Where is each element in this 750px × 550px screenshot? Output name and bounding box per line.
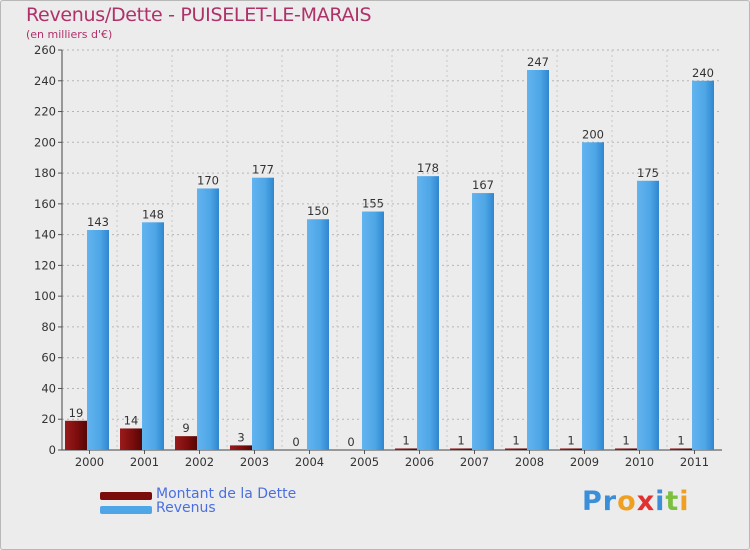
data-label-revenus: 247 [527,55,549,69]
bar-dette [560,448,582,450]
chart-subtitle: (en milliers d'€) [26,28,113,41]
logo-letter: P [582,486,603,517]
x-tick-label: 2003 [240,455,269,469]
logo-letter: x [636,486,656,517]
proxiti-logo: Proxiti [582,486,690,517]
bar-revenus [582,142,604,451]
bar-dette [65,420,87,450]
data-label-revenus: 148 [142,207,164,221]
x-tick-label: 2000 [75,455,104,469]
x-tick-label: 2002 [185,455,214,469]
data-label-revenus: 143 [87,215,109,229]
data-label-dette: 14 [124,413,139,427]
bars [65,70,714,451]
legend-swatch-dette [100,492,152,500]
x-tick-label: 2001 [130,455,159,469]
y-tick-label: 100 [34,289,56,303]
x-tick-label: 2008 [515,455,544,469]
bar-revenus [252,177,274,450]
bar-revenus [362,211,384,450]
y-tick-label: 20 [41,412,56,426]
data-label-revenus: 150 [307,204,329,218]
bar-revenus [527,70,549,450]
logo-letter: i [655,486,666,517]
legend-swatch-revenus [100,506,152,514]
y-tick-label: 220 [34,105,56,119]
legend-label-dette: Montant de la Dette [156,486,297,502]
bar-dette [230,445,252,450]
grid-lines [62,49,722,451]
data-label-dette: 1 [402,433,409,447]
x-tick-label: 2009 [570,455,599,469]
x-tick-label: 2006 [405,455,434,469]
data-label-dette: 1 [677,433,684,447]
y-tick-label: 0 [49,443,56,457]
data-label-dette: 0 [347,435,354,449]
bar-revenus [417,176,439,450]
data-label-dette: 0 [292,435,299,449]
bar-revenus [142,222,164,450]
data-label-dette: 9 [182,421,189,435]
bar-dette [615,448,637,450]
logo-letter: t [665,486,680,517]
data-label-dette: 3 [237,430,244,444]
data-label-dette: 1 [457,433,464,447]
x-tick-label: 2010 [625,455,654,469]
axes: 0204060801001201401601802002202402602000… [34,43,722,469]
bar-dette [120,428,142,450]
data-label-revenus: 155 [362,197,384,211]
data-label-revenus: 175 [637,166,659,180]
data-label-dette: 1 [512,433,519,447]
data-label-dette: 1 [567,433,574,447]
x-tick-label: 2011 [680,455,709,469]
bar-dette [175,436,197,450]
x-tick-label: 2005 [350,455,379,469]
bar-dette [395,448,417,450]
y-tick-label: 240 [34,74,56,88]
bar-revenus [197,188,219,450]
y-tick-label: 160 [34,197,56,211]
data-label-revenus: 200 [582,127,604,141]
data-label-revenus: 240 [692,66,714,80]
bar-revenus [87,230,109,450]
y-tick-label: 80 [41,320,56,334]
logo-letter: o [617,486,637,517]
y-tick-label: 60 [41,351,56,365]
x-tick-label: 2007 [460,455,489,469]
bar-dette [670,448,692,450]
y-tick-label: 40 [41,381,56,395]
legend-label-revenus: Revenus [156,500,216,516]
logo-letter: i [679,486,690,517]
bar-revenus [692,80,714,451]
bar-revenus [307,219,329,450]
y-tick-label: 200 [34,135,56,149]
y-tick-label: 260 [34,43,56,57]
y-tick-label: 120 [34,258,56,272]
bar-dette [450,448,472,450]
logo-letter: r [602,486,618,517]
bar-dette [505,448,527,450]
data-labels: 19 143 14 148 9 170 3 177 0 150 0 155 1 178 1 167 1 247 1 2… [69,55,714,449]
chart-title: Revenus/Dette - PUISELET-LE-MARAIS [26,4,372,26]
data-label-revenus: 177 [252,163,274,177]
data-label-revenus: 167 [472,178,494,192]
bar-revenus [637,180,659,450]
y-tick-label: 180 [34,166,56,180]
data-label-revenus: 170 [197,173,219,187]
y-tick-label: 140 [34,228,56,242]
x-tick-label: 2004 [295,455,324,469]
data-label-dette: 19 [69,406,84,420]
data-label-dette: 1 [622,433,629,447]
bar-revenus [472,193,494,451]
data-label-revenus: 178 [417,161,439,175]
